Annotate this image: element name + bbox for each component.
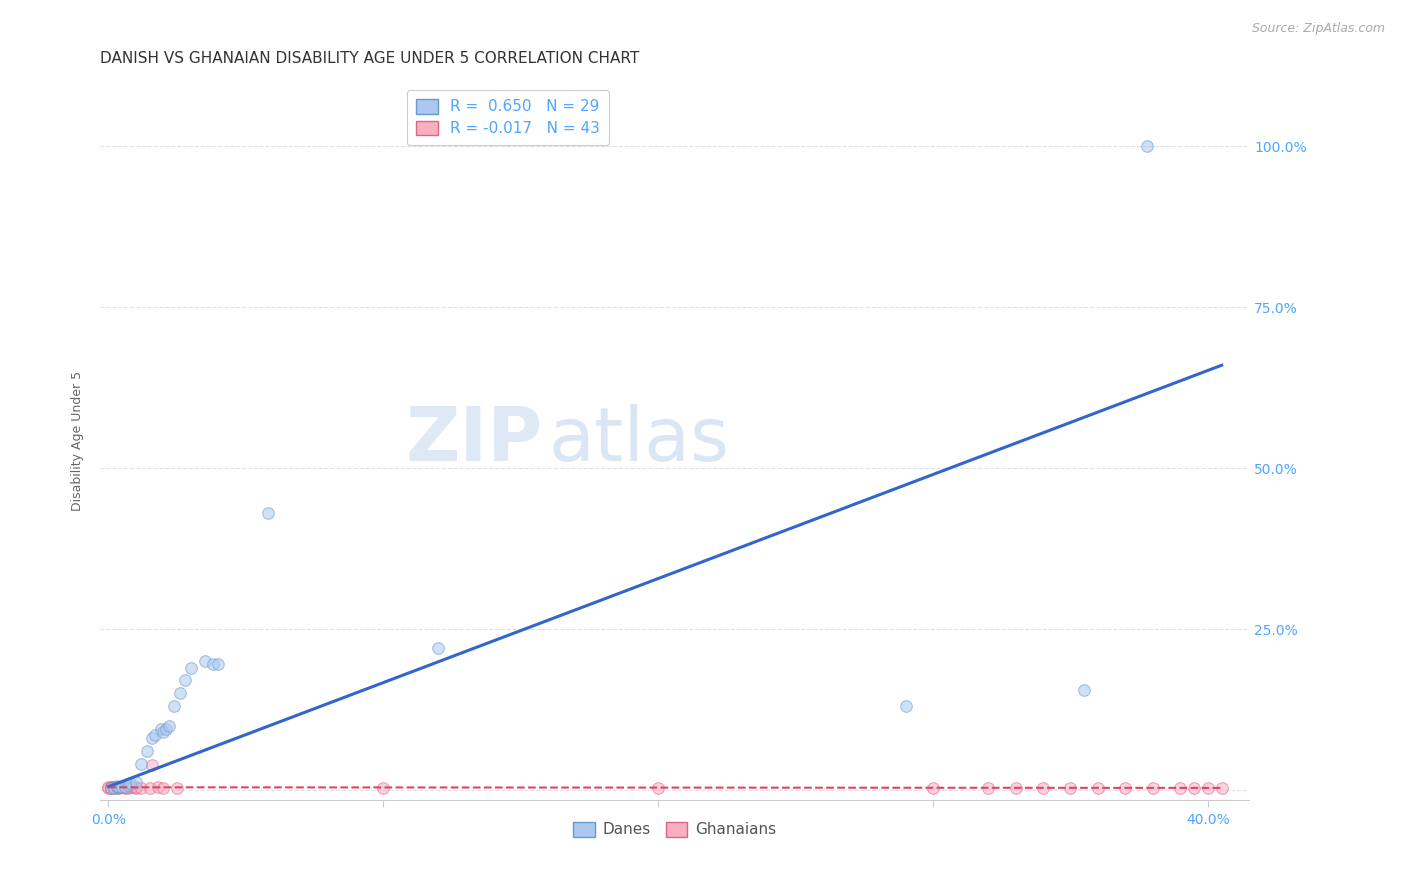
Point xyxy=(894,699,917,714)
Point xyxy=(117,778,139,792)
Point xyxy=(100,780,122,794)
Point xyxy=(166,780,188,795)
Text: atlas: atlas xyxy=(548,404,730,477)
Point xyxy=(194,654,217,668)
Point xyxy=(111,780,134,794)
Text: Source: ZipAtlas.com: Source: ZipAtlas.com xyxy=(1251,22,1385,36)
Point xyxy=(149,722,172,736)
Text: DANISH VS GHANAIAN DISABILITY AGE UNDER 5 CORRELATION CHART: DANISH VS GHANAIAN DISABILITY AGE UNDER … xyxy=(100,51,640,66)
Point xyxy=(103,780,125,795)
Point xyxy=(136,744,159,758)
Point xyxy=(977,780,1000,795)
Point xyxy=(100,780,122,795)
Point xyxy=(114,780,136,795)
Point xyxy=(180,660,202,674)
Point xyxy=(1197,780,1219,795)
Point xyxy=(100,780,122,795)
Point xyxy=(103,780,125,795)
Point xyxy=(1004,780,1026,795)
Point xyxy=(1142,780,1164,795)
Point xyxy=(111,780,134,794)
Point xyxy=(105,779,128,793)
Point xyxy=(105,780,128,795)
Point xyxy=(1211,780,1233,795)
Point xyxy=(257,506,280,520)
Point xyxy=(114,780,136,795)
Point xyxy=(111,780,134,795)
Y-axis label: Disability Age Under 5: Disability Age Under 5 xyxy=(72,371,84,511)
Point xyxy=(1073,683,1095,698)
Point xyxy=(100,780,122,795)
Point xyxy=(103,780,125,795)
Point xyxy=(141,731,163,746)
Point xyxy=(1170,780,1192,795)
Point xyxy=(169,686,191,700)
Point xyxy=(1059,780,1081,795)
Point xyxy=(152,780,174,795)
Point xyxy=(97,780,120,795)
Point xyxy=(105,780,128,795)
Point xyxy=(131,780,153,795)
Point xyxy=(131,757,153,772)
Point xyxy=(114,780,136,795)
Point xyxy=(207,657,229,672)
Point xyxy=(117,780,139,795)
Point xyxy=(647,780,669,795)
Text: ZIP: ZIP xyxy=(405,404,543,477)
Point xyxy=(138,780,160,795)
Point xyxy=(122,780,145,794)
Point xyxy=(174,673,197,688)
Point xyxy=(100,780,122,795)
Point xyxy=(1032,780,1054,795)
Point xyxy=(141,758,163,772)
Point xyxy=(125,775,148,789)
Point xyxy=(1087,780,1109,795)
Point xyxy=(427,641,450,656)
Point xyxy=(1136,139,1159,153)
Point xyxy=(105,780,128,794)
Point xyxy=(97,780,120,795)
Point xyxy=(201,657,224,672)
Point xyxy=(155,722,177,736)
Point xyxy=(125,780,148,795)
Legend: Danes, Ghanaians: Danes, Ghanaians xyxy=(567,816,782,844)
Point xyxy=(1114,780,1136,795)
Point xyxy=(157,718,180,732)
Point xyxy=(146,780,169,795)
Point xyxy=(108,780,131,795)
Point xyxy=(373,780,395,795)
Point xyxy=(103,780,125,794)
Point xyxy=(125,780,148,795)
Point xyxy=(143,728,166,742)
Point xyxy=(163,699,186,714)
Point xyxy=(120,776,142,790)
Point xyxy=(1182,780,1205,795)
Point xyxy=(152,725,174,739)
Point xyxy=(105,780,128,795)
Point xyxy=(922,780,945,795)
Point xyxy=(108,780,131,795)
Point xyxy=(120,780,142,795)
Point xyxy=(108,780,131,795)
